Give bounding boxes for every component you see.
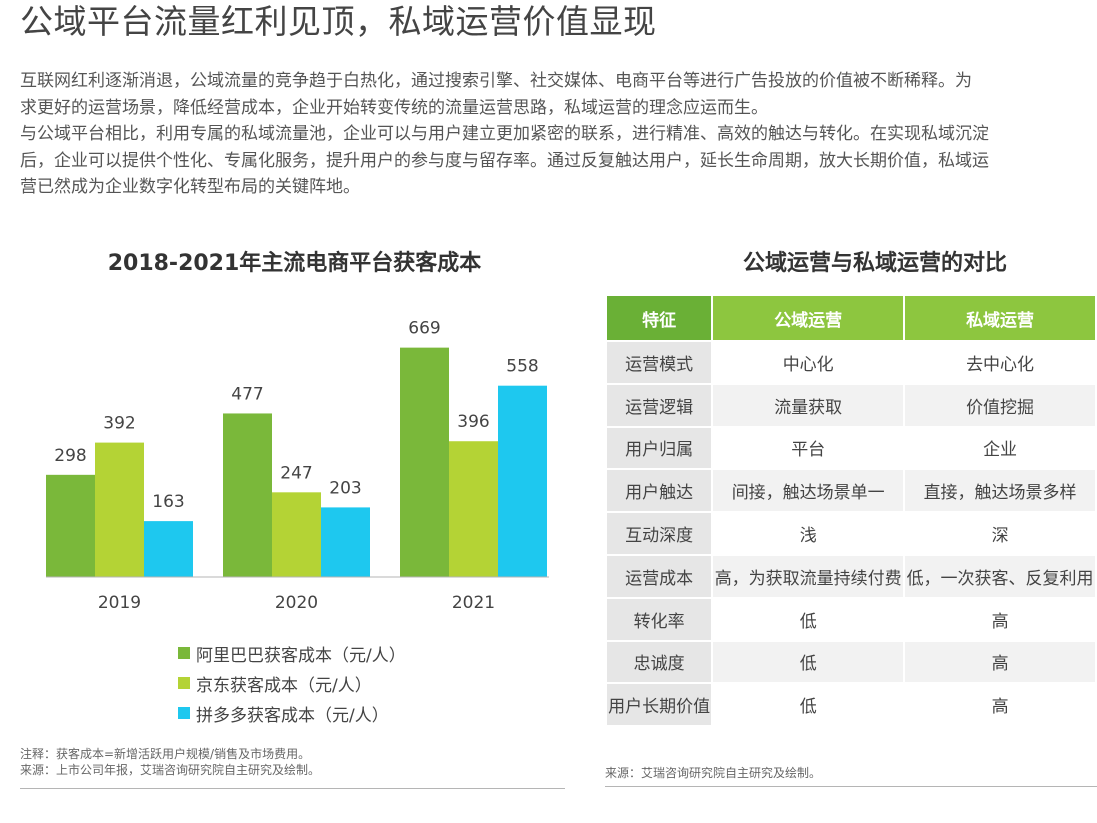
intro-line: 营已然成为企业数字化转型布局的关键阵地。 <box>20 177 360 197</box>
table-row: 转化率低高 <box>607 598 1095 640</box>
legend-label: 阿里巴巴获客成本（元/人） <box>196 645 406 666</box>
data-label: 558 <box>506 357 538 377</box>
public-cell: 低 <box>713 641 904 683</box>
page-title: 公域平台流量红利见顶，私域运营价值显现 <box>20 2 657 41</box>
feature-cell: 运营模式 <box>607 342 712 383</box>
legend-item: 京东获客成本（元/人） <box>178 668 406 698</box>
public-cell: 间接，触达场景单一 <box>713 470 904 512</box>
bar <box>449 441 498 577</box>
legend-swatch <box>178 647 190 659</box>
bar <box>498 385 547 577</box>
legend-label: 京东获客成本（元/人） <box>196 675 372 696</box>
public-cell: 流量获取 <box>713 384 904 426</box>
data-label: 477 <box>231 384 263 404</box>
table-row: 运营成本 高，为获取流量持续付费 低，一次获客、反复利用 <box>607 555 1095 597</box>
chart-legend: 阿里巴巴获客成本（元/人） 京东获客成本（元/人） 拼多多获客成本（元/人） <box>178 638 406 728</box>
private-cell: 高 <box>905 641 1095 683</box>
legend-item: 拼多多获客成本（元/人） <box>178 698 406 728</box>
private-cell: 价值挖掘 <box>905 384 1095 426</box>
x-tick-label: 2019 <box>98 593 141 613</box>
intro-line: 互联网红利逐渐消退，公域流量的竞争趋于白热化，通过搜索引擎、社交媒体、电商平台等… <box>20 71 972 91</box>
feature-cell: 转化率 <box>607 598 712 640</box>
table-row: 用户触达 间接，触达场景单一 直接，触达场景多样 <box>607 470 1095 512</box>
public-cell: 低 <box>713 684 904 726</box>
feature-cell: 用户长期价值 <box>607 684 712 726</box>
data-label: 392 <box>103 414 135 434</box>
private-cell: 低，一次获客、反复利用 <box>905 555 1095 597</box>
bar <box>400 347 449 577</box>
legend-item: 阿里巴巴获客成本（元/人） <box>178 638 406 668</box>
comparison-table: 特征 公域运营 私域运营 运营模式 中心化 去中心化 运营逻辑 流量获取 价值挖掘 用户归属… <box>605 294 1097 727</box>
feature-cell: 互动深度 <box>607 513 712 554</box>
footnote-source: 来源：上市公司年报，艾瑞咨询研究院自主研究及绘制。 <box>20 763 321 777</box>
feature-cell: 运营成本 <box>607 555 712 597</box>
table-title: 公域运营与私域运营的对比 <box>742 251 1007 276</box>
feature-cell: 运营逻辑 <box>607 384 712 426</box>
private-cell: 深 <box>905 513 1095 554</box>
table-row: 用户归属 平台 企业 <box>607 427 1095 469</box>
bar <box>95 442 144 577</box>
table-row: 运营逻辑 流量获取 价值挖掘 <box>607 384 1095 426</box>
data-label: 203 <box>329 478 361 498</box>
feature-cell: 忠诚度 <box>607 641 712 683</box>
x-tick-label: 2020 <box>275 593 318 613</box>
public-cell: 浅 <box>713 513 904 554</box>
private-cell: 高 <box>905 598 1095 640</box>
data-label: 163 <box>152 492 184 512</box>
legend-swatch <box>178 707 190 719</box>
table-source: 来源：艾瑞咨询研究院自主研究及绘制。 <box>605 766 822 780</box>
private-cell: 高 <box>905 684 1095 726</box>
public-cell: 平台 <box>713 427 904 469</box>
public-cell: 高，为获取流量持续付费 <box>713 555 904 597</box>
public-cell: 中心化 <box>713 342 904 383</box>
bar <box>223 413 272 577</box>
bar-chart: 298 392 163 2019 477 247 203 2020 669 396 558 2021 <box>46 320 549 613</box>
table-row: 运营模式 中心化 去中心化 <box>607 342 1095 383</box>
table-header-row: 特征 公域运营 私域运营 <box>607 296 1095 340</box>
data-label: 247 <box>280 463 312 483</box>
table-row: 用户长期价值低高 <box>607 684 1095 726</box>
legend-label: 拼多多获客成本（元/人） <box>196 705 389 726</box>
legend-swatch <box>178 677 190 689</box>
divider <box>20 788 565 789</box>
divider <box>605 786 1097 787</box>
header-feature: 特征 <box>607 296 712 340</box>
data-label: 669 <box>408 320 440 339</box>
x-tick-label: 2021 <box>452 593 495 613</box>
table-row: 互动深度浅深 <box>607 513 1095 554</box>
intro-text: 互联网红利逐渐消退，公域流量的竞争趋于白热化，通过搜索引擎、社交媒体、电商平台等… <box>20 68 1097 201</box>
header-private: 私域运营 <box>905 296 1095 340</box>
intro-line: 求更好的运营场景，降低经营成本，企业开始转变传统的流量运营思路，私域运营的理念应… <box>20 97 768 118</box>
intro-line: 与公域平台相比，利用专属的私域流量池，企业可以与用户建立更加紧密的联系，进行精准… <box>20 124 989 144</box>
feature-cell: 用户归属 <box>607 427 712 469</box>
private-cell: 企业 <box>905 427 1095 469</box>
table-row: 忠诚度低高 <box>607 641 1095 683</box>
data-label: 298 <box>54 446 86 466</box>
chart-title: 2018-2021年主流电商平台获客成本 <box>107 251 482 276</box>
bar <box>46 474 95 577</box>
header-public: 公域运营 <box>713 296 904 340</box>
footnote-note: 注释：获客成本=新增活跃用户规模/销售及市场费用。 <box>20 747 311 761</box>
private-cell: 直接，触达场景多样 <box>905 470 1095 512</box>
bar <box>144 521 193 577</box>
chart-footnote: 注释：获客成本=新增活跃用户规模/销售及市场费用。 来源：上市公司年报，艾瑞咨询… <box>20 746 320 778</box>
feature-cell: 用户触达 <box>607 470 712 512</box>
bar <box>321 507 370 577</box>
public-cell: 低 <box>713 598 904 640</box>
intro-line: 后，企业可以提供个性化、专属化服务，提升用户的参与度与留存率。通过反复触达用户，… <box>20 150 989 171</box>
bar <box>272 492 321 577</box>
private-cell: 去中心化 <box>905 342 1095 383</box>
data-label: 396 <box>457 412 489 432</box>
